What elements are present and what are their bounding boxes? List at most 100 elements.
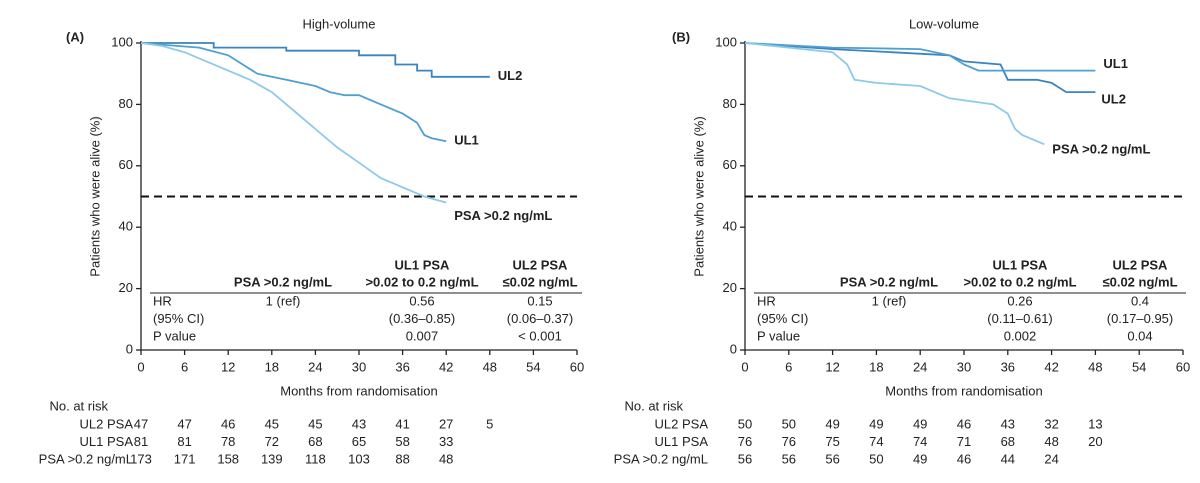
risk-count: 74 <box>913 434 927 449</box>
risk-count: 27 <box>439 416 453 431</box>
table-cell: 1 (ref) <box>266 293 301 308</box>
x-tick-label: 12 <box>221 359 235 374</box>
risk-count: 76 <box>782 434 796 449</box>
series-label: UL1 <box>1103 56 1128 71</box>
x-tick-label: 12 <box>825 359 839 374</box>
table-header: >0.02 to 0.2 ng/mL <box>963 274 1076 289</box>
risk-count: 45 <box>308 416 322 431</box>
risk-count: 48 <box>439 451 453 466</box>
risk-count: 13 <box>1088 416 1102 431</box>
table-header: PSA >0.2 ng/mL <box>840 274 938 289</box>
risk-count: 45 <box>265 416 279 431</box>
x-tick-label: 0 <box>741 359 748 374</box>
x-tick-label: 36 <box>395 359 409 374</box>
risk-count: 20 <box>1088 434 1102 449</box>
x-tick-label: 42 <box>439 359 453 374</box>
x-tick-label: 24 <box>308 359 322 374</box>
risk-count: 76 <box>738 434 752 449</box>
table-row-label: (95% CI) <box>153 311 204 326</box>
table-cell: 0.56 <box>409 293 434 308</box>
table-header: PSA >0.2 ng/mL <box>234 274 332 289</box>
risk-count: 46 <box>957 451 971 466</box>
risk-count: 173 <box>130 451 152 466</box>
table-header: ≤0.02 ng/mL <box>502 274 577 289</box>
risk-count: 56 <box>825 451 839 466</box>
risk-count: 56 <box>738 451 752 466</box>
table-header: UL1 PSA <box>993 257 1049 272</box>
table-header: UL2 PSA <box>513 257 569 272</box>
x-tick-label: 48 <box>483 359 497 374</box>
x-tick-label: 0 <box>137 359 144 374</box>
risk-row-name: UL1 PSA <box>655 434 709 449</box>
x-tick-label: 54 <box>526 359 540 374</box>
series-label: UL2 <box>1101 92 1126 107</box>
x-tick-label: 48 <box>1088 359 1102 374</box>
risk-count: 43 <box>352 416 366 431</box>
risk-count: 78 <box>221 434 235 449</box>
risk-count: 49 <box>825 416 839 431</box>
risk-count: 44 <box>1001 451 1015 466</box>
series-label: UL1 <box>454 133 479 148</box>
x-tick-label: 24 <box>913 359 927 374</box>
x-tick-label: 18 <box>265 359 279 374</box>
risk-count: 47 <box>134 416 148 431</box>
risk-count: 43 <box>1001 416 1015 431</box>
table-cell: (0.06–0.37) <box>507 311 574 326</box>
risk-count: 32 <box>1044 416 1058 431</box>
risk-count: 50 <box>782 416 796 431</box>
x-tick-label: 60 <box>1176 359 1190 374</box>
risk-count: 50 <box>738 416 752 431</box>
risk-row-name: UL1 PSA <box>80 434 134 449</box>
risk-count: 74 <box>869 434 883 449</box>
x-tick-label: 30 <box>957 359 971 374</box>
survival-curve <box>140 42 447 204</box>
risk-count: 103 <box>348 451 370 466</box>
risk-count: 46 <box>957 416 971 431</box>
risk-count: 68 <box>1001 434 1015 449</box>
y-tick-label: 60 <box>119 157 133 172</box>
x-tick-label: 18 <box>869 359 883 374</box>
risk-row-name: PSA >0.2 ng/mL <box>614 451 708 466</box>
risk-count: 41 <box>395 416 409 431</box>
risk-count: 50 <box>869 451 883 466</box>
x-axis-label: Months from randomisation <box>885 383 1043 398</box>
risk-count: 158 <box>217 451 239 466</box>
y-tick-label: 0 <box>126 341 133 356</box>
risk-count: 75 <box>825 434 839 449</box>
risk-row-name: UL2 PSA <box>655 416 709 431</box>
table-row-label: HR <box>153 293 172 308</box>
risk-count: 81 <box>177 434 191 449</box>
risk-count: 72 <box>265 434 279 449</box>
y-tick-label: 40 <box>119 219 133 234</box>
y-tick-label: 60 <box>723 157 737 172</box>
risk-count: 139 <box>261 451 283 466</box>
table-cell: (0.11–0.61) <box>987 311 1053 326</box>
risk-count: 56 <box>782 451 796 466</box>
table-header: UL2 PSA <box>1113 257 1169 272</box>
x-tick-label: 60 <box>570 359 584 374</box>
chart-title: High-volume <box>303 16 376 31</box>
y-axis-label: Patients who were alive (%) <box>691 116 706 276</box>
x-tick-label: 30 <box>352 359 366 374</box>
y-tick-label: 100 <box>111 34 133 49</box>
y-tick-label: 0 <box>730 341 737 356</box>
table-header: >0.02 to 0.2 ng/mL <box>365 274 478 289</box>
x-tick-label: 6 <box>785 359 792 374</box>
survival-curve <box>744 42 1045 146</box>
table-header: UL1 PSA <box>395 257 451 272</box>
x-tick-label: 36 <box>1001 359 1015 374</box>
table-cell: 1 (ref) <box>872 293 907 308</box>
risk-count: 46 <box>221 416 235 431</box>
risk-count: 171 <box>174 451 196 466</box>
risk-count: 65 <box>352 434 366 449</box>
chart-title: Low-volume <box>909 16 979 31</box>
panel-label: (B) <box>672 29 690 44</box>
table-header: ≤0.02 ng/mL <box>1102 274 1177 289</box>
y-tick-label: 100 <box>715 34 737 49</box>
risk-count: 47 <box>177 416 191 431</box>
risk-count: 68 <box>308 434 322 449</box>
table-cell: 0.15 <box>527 293 552 308</box>
y-tick-label: 20 <box>723 280 737 295</box>
risk-count: 48 <box>1044 434 1058 449</box>
